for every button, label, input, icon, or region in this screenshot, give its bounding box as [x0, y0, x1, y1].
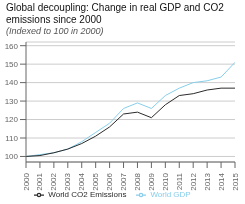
html-text:World CO2 Emissions: World CO2 Emissions [48, 190, 127, 200]
svg-text:130: 130 [8, 97, 19, 106]
html-text:Global decoupling: Change in r: Global decoupling: Change in real GDP an… [6, 2, 224, 25]
svg-text:150: 150 [8, 60, 19, 69]
svg-text:2014: 2014 [217, 172, 226, 190]
svg-text:110: 110 [8, 134, 19, 143]
svg-text:2010: 2010 [161, 172, 170, 190]
svg-text:2002: 2002 [49, 172, 58, 190]
html-text:(Indexed to 100 in 2000): (Indexed to 100 in 2000) [6, 26, 104, 36]
svg-text:2005: 2005 [91, 172, 100, 190]
svg-text:2013: 2013 [203, 172, 212, 190]
svg-text:2015: 2015 [231, 172, 238, 190]
svg-text:2012: 2012 [189, 172, 198, 190]
svg-text:2008: 2008 [133, 172, 142, 190]
svg-text:140: 140 [8, 78, 19, 87]
html-text:World GDP: World GDP [150, 190, 191, 200]
svg-text:2001: 2001 [35, 172, 44, 190]
svg-text:100: 100 [8, 152, 19, 161]
svg-text:2009: 2009 [147, 172, 156, 190]
svg-text:2000: 2000 [22, 172, 31, 190]
svg-text:2003: 2003 [63, 172, 72, 190]
svg-text:120: 120 [8, 115, 19, 124]
svg-text:160: 160 [8, 42, 19, 51]
svg-text:2007: 2007 [119, 172, 128, 190]
svg-text:2011: 2011 [175, 172, 184, 190]
svg-text:2004: 2004 [77, 172, 86, 190]
svg-text:2006: 2006 [105, 172, 114, 190]
